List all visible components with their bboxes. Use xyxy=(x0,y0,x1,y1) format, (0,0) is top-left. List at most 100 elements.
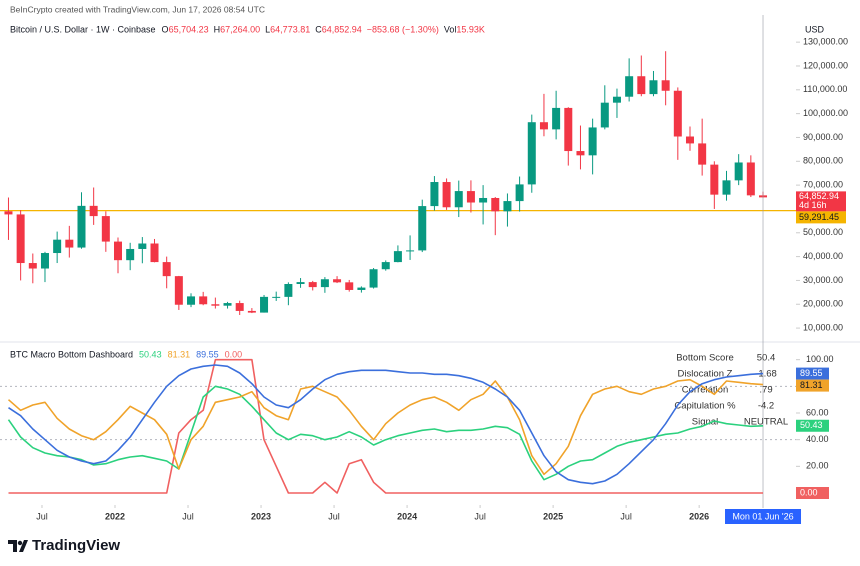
x-tick-label: 2024 xyxy=(397,511,417,521)
y-tick-label: 80,000.00 xyxy=(803,156,843,166)
table-value: NEUTRAL xyxy=(744,417,788,428)
crosshair-box xyxy=(725,509,802,524)
logo-text: TradingView xyxy=(32,537,120,554)
x-tick-label: 2022 xyxy=(105,511,125,521)
candle-body xyxy=(235,303,244,311)
candle-body xyxy=(710,164,719,195)
candle-body xyxy=(357,287,366,290)
legend-value: 89.55 xyxy=(196,349,219,359)
candle-body xyxy=(637,76,646,95)
candle-body xyxy=(345,282,354,290)
legend-key: H xyxy=(214,24,221,34)
y-tick-label: 90,000.00 xyxy=(803,132,843,142)
table-value: .79 xyxy=(759,385,772,396)
candle-body xyxy=(552,107,561,130)
candle-body xyxy=(77,205,86,248)
candle-body xyxy=(4,211,13,215)
last-value-box xyxy=(796,379,829,392)
legend-value: 64,852.94 xyxy=(322,24,362,34)
candle-body xyxy=(65,239,74,248)
y-tick-label: 30,000.00 xyxy=(803,275,843,285)
table-label: Bottom Score xyxy=(676,353,734,364)
candle-body xyxy=(162,262,171,277)
last-value-box xyxy=(796,487,829,499)
table-value: 50.4 xyxy=(757,353,776,364)
candle-body xyxy=(16,214,25,264)
legend-value: 64,773.81 xyxy=(270,24,310,34)
candle-body xyxy=(320,279,329,288)
candle-body xyxy=(247,310,256,313)
candle-body xyxy=(661,80,670,91)
y-tick-label: 110,000.00 xyxy=(803,84,847,94)
candle-body xyxy=(150,243,159,263)
legend-key: O xyxy=(162,24,169,34)
y-tick-label: 130,000.00 xyxy=(803,37,848,47)
table-label: Capitulation % xyxy=(674,401,736,412)
x-tick-label: Jul xyxy=(328,511,340,521)
last-value-label: 50.43 xyxy=(800,420,823,430)
y-tick-label: 20,000.00 xyxy=(803,299,843,309)
table-value: -1.68 xyxy=(755,369,777,380)
candle-body xyxy=(673,90,682,137)
crosshair-label: Mon 01 Jun '26 xyxy=(732,511,793,521)
last-price-label: 64,852.94 xyxy=(799,191,839,201)
candle-body xyxy=(223,303,232,306)
y-tick-label: 60.00 xyxy=(806,407,829,417)
candle-body xyxy=(454,191,463,208)
candle-body xyxy=(612,96,621,103)
table-label: Signal xyxy=(692,417,718,428)
y-tick-label: 100.00 xyxy=(806,354,834,364)
hline-price-box xyxy=(796,211,846,224)
legend-key: C xyxy=(315,24,322,34)
candle-body xyxy=(600,102,609,128)
y-tick-label: 50,000.00 xyxy=(803,227,843,237)
hline-price-label: 59,291.45 xyxy=(799,212,839,222)
attribution: BeInCrypto created with TradingView.com,… xyxy=(10,4,265,14)
candle-body xyxy=(685,136,694,144)
logo: TradingView xyxy=(8,537,120,554)
indicator-line xyxy=(8,358,763,494)
table-label: Correlation xyxy=(682,385,728,396)
table-label: Dislocation Z xyxy=(678,369,733,380)
x-tick-label: Jul xyxy=(620,511,632,521)
lines xyxy=(7,358,764,494)
legend-value: 81.31 xyxy=(168,349,191,359)
candle-body xyxy=(734,162,743,181)
indicator-line xyxy=(8,364,764,485)
candle-body xyxy=(515,184,524,202)
candle-body xyxy=(40,253,49,269)
last-value-box xyxy=(796,419,829,432)
candle-body xyxy=(272,296,281,298)
legend-value: 50.43 xyxy=(139,349,162,359)
candle-body xyxy=(53,239,62,254)
candle-body xyxy=(211,304,220,306)
candle-body xyxy=(564,107,573,152)
table-value: -4.2 xyxy=(758,401,774,412)
legend-value: 0.00 xyxy=(225,349,243,359)
candle-body xyxy=(28,263,37,269)
candles xyxy=(4,51,768,315)
candle-body xyxy=(284,284,293,297)
candle-body xyxy=(442,182,451,208)
candle-body xyxy=(393,251,402,263)
y-tick-label: 20.00 xyxy=(806,461,829,471)
logo-icon xyxy=(8,540,28,552)
logo-dot xyxy=(17,540,23,546)
x-tick-label: 2026 xyxy=(689,511,709,521)
indicator-line xyxy=(7,378,764,476)
indicator-line xyxy=(7,385,764,481)
candle-body xyxy=(138,243,147,249)
y-tick-label: 70,000.00 xyxy=(803,179,843,189)
legend-key: Vol xyxy=(444,24,457,34)
legend-key: L xyxy=(265,24,270,34)
candle-body xyxy=(491,197,500,212)
candle-body xyxy=(649,80,658,95)
legend-value: 65,704.23 xyxy=(169,24,209,34)
candle-body xyxy=(503,201,512,212)
candle-body xyxy=(369,269,378,288)
candle-body xyxy=(174,276,183,305)
candle-body xyxy=(539,122,548,130)
candle-body xyxy=(381,262,390,270)
